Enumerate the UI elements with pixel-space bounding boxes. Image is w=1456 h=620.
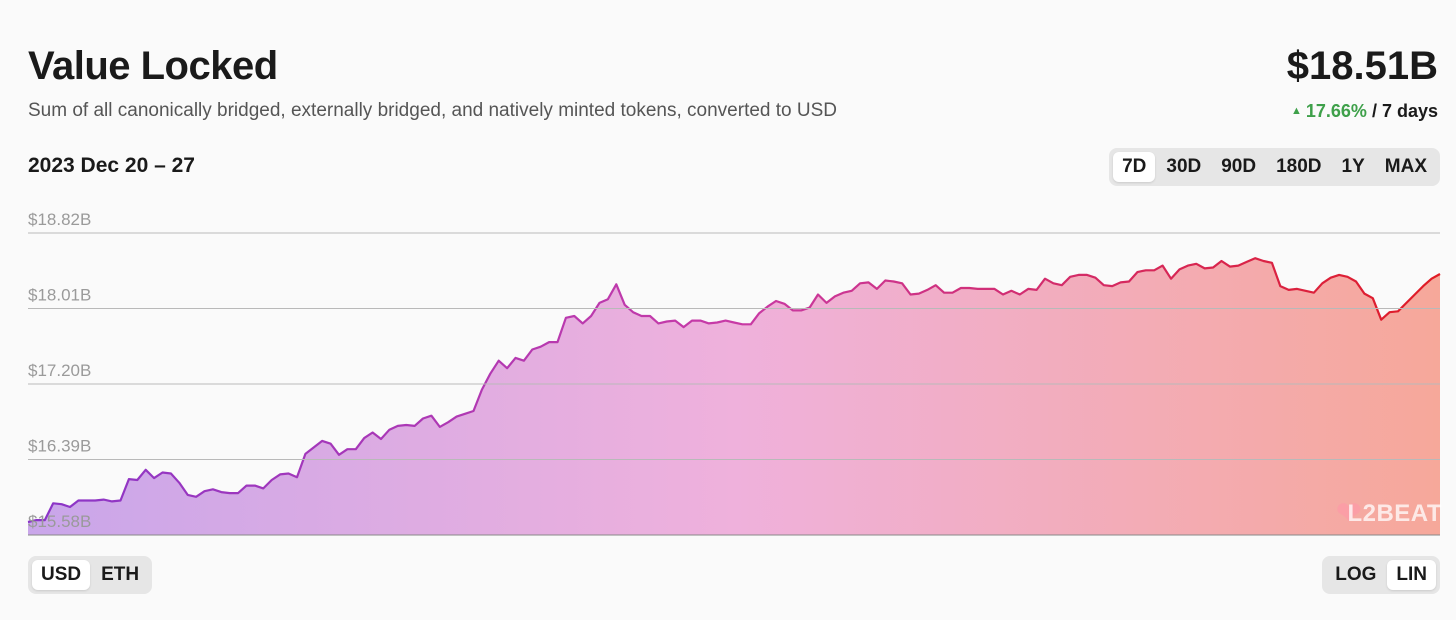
- scale-selector: LOG LIN: [1322, 556, 1440, 594]
- date-range: 2023 Dec 20 – 27: [28, 154, 195, 177]
- total-value: $18.51B: [1286, 44, 1438, 88]
- change-percent: 17.66%: [1305, 101, 1367, 121]
- up-triangle-icon: ▲: [1290, 105, 1302, 117]
- y-tick-label: $18.01B: [28, 286, 91, 305]
- y-tick-label: $16.39B: [28, 437, 91, 456]
- change-period: / 7 days: [1371, 101, 1438, 121]
- heart-logo-icon: ❤: [1336, 497, 1362, 530]
- scale-button-lin[interactable]: LIN: [1387, 560, 1436, 590]
- page-subtitle: Sum of all canonically bridged, external…: [28, 100, 837, 121]
- y-tick-label: $15.58B: [28, 512, 91, 531]
- range-button-90d[interactable]: 90D: [1212, 152, 1265, 182]
- l2beat-watermark: ❤ L2BEAT: [1336, 496, 1442, 531]
- range-button-7d[interactable]: 7D: [1113, 152, 1156, 182]
- tvl-chart: $18.82B $18.01B $17.20B $16.39B $15.58B: [27, 210, 1441, 536]
- scale-button-log[interactable]: LOG: [1326, 560, 1385, 590]
- y-tick-label: $18.82B: [28, 210, 91, 229]
- watermark-text: L2BEAT: [1347, 499, 1442, 527]
- currency-button-usd[interactable]: USD: [32, 560, 91, 590]
- value-change: ▲ 17.66% / 7 days: [1291, 101, 1438, 122]
- range-button-30d[interactable]: 30D: [1157, 152, 1210, 182]
- range-button-max[interactable]: MAX: [1376, 152, 1436, 182]
- range-button-180d[interactable]: 180D: [1267, 152, 1330, 182]
- range-button-1y[interactable]: 1Y: [1333, 152, 1374, 182]
- currency-button-eth[interactable]: ETH: [92, 560, 148, 590]
- currency-selector: USD ETH: [28, 556, 153, 594]
- page-title: Value Locked: [28, 44, 278, 88]
- tvl-area: [28, 258, 1440, 535]
- y-tick-label: $17.20B: [28, 361, 91, 380]
- tvl-line: [27, 257, 1441, 524]
- time-range-selector: 7D 30D 90D 180D 1Y MAX: [1109, 148, 1440, 186]
